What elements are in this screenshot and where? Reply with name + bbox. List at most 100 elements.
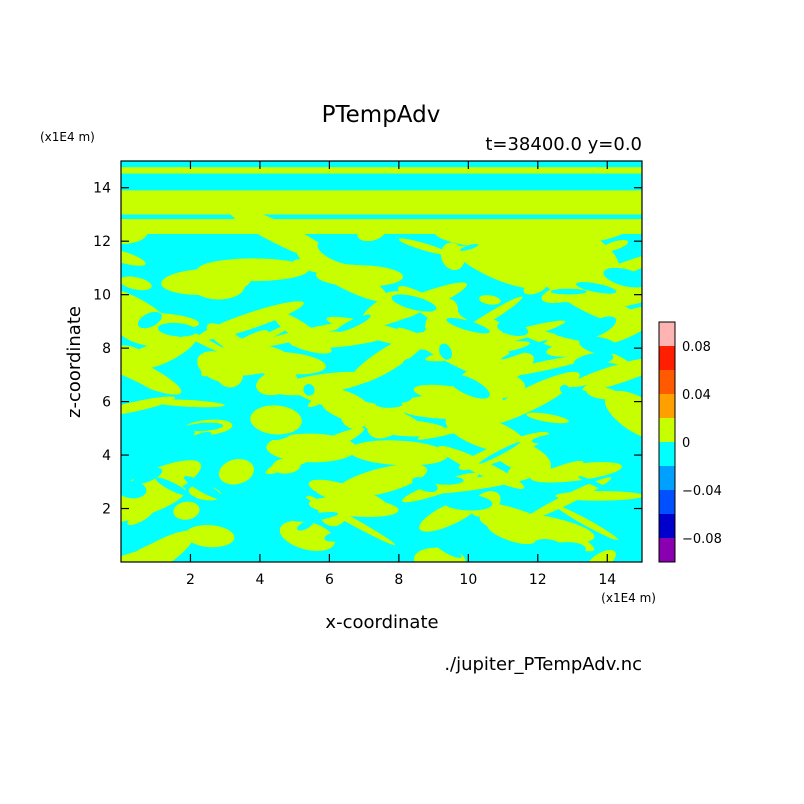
y-tick-label-5: 12 [93, 234, 111, 250]
field-region [534, 460, 584, 482]
colorbar-level-3 [659, 466, 675, 490]
field-region [581, 316, 617, 338]
field-region [121, 480, 147, 499]
field-region [446, 317, 490, 334]
colorbar-level-2 [659, 490, 675, 514]
colorbar-level-5 [659, 418, 675, 442]
field-region [121, 276, 152, 291]
field-region [322, 398, 421, 433]
colorbar-level-6 [659, 394, 675, 418]
field-region [573, 352, 614, 368]
colorbar-level-7 [659, 370, 675, 394]
field-region [272, 458, 301, 474]
field-region [140, 335, 197, 369]
field-region [425, 307, 462, 338]
y-tick-label-2: 6 [102, 395, 111, 411]
x-axis-label: x-coordinate [325, 612, 438, 633]
field-region [121, 485, 186, 524]
y-tick-label-3: 8 [102, 341, 111, 357]
field-region [377, 390, 413, 404]
field-region [454, 245, 538, 289]
field-region [550, 288, 587, 295]
field-region [286, 434, 325, 462]
field-region [307, 389, 338, 408]
y-axis-label: z-coordinate [64, 306, 85, 418]
field-region [189, 269, 245, 300]
field-region [569, 358, 642, 388]
source-file-label: ./jupiter_PTempAdv.nc [444, 654, 642, 675]
field-region [531, 432, 580, 444]
x-tick-label-4: 10 [459, 572, 477, 588]
field-region [297, 520, 314, 531]
field-band-2 [121, 167, 642, 174]
field-region [132, 529, 203, 556]
field-region [245, 351, 326, 375]
field-region [357, 223, 386, 242]
colorbar-label-3: −0.04 [682, 484, 722, 499]
field-region [292, 512, 339, 522]
field-region [554, 332, 595, 342]
y-tick-label-4: 10 [93, 288, 111, 304]
field-region [300, 492, 396, 546]
x-tick-label-3: 8 [394, 572, 403, 588]
field-region [479, 371, 580, 426]
field-region [121, 346, 182, 395]
field-region [133, 467, 163, 484]
colorbar-label-1: 0.04 [682, 388, 711, 403]
field-region [151, 399, 225, 408]
field-region [398, 238, 450, 255]
field-region [296, 248, 389, 302]
field-region [610, 390, 642, 418]
field-region [218, 459, 254, 485]
field-region [430, 276, 447, 287]
field-region [147, 415, 195, 436]
field-region [308, 479, 390, 512]
field-region [501, 340, 548, 360]
field-region [129, 533, 144, 539]
field-region [155, 477, 189, 496]
y-unit-label: (x1E4 m) [40, 130, 95, 144]
field-region [184, 431, 212, 445]
field-region [468, 494, 479, 501]
colorbar-label-4: −0.08 [682, 532, 722, 547]
field-region [121, 373, 161, 397]
colorbar-frame [658, 321, 676, 563]
field-region [157, 322, 197, 337]
colorbar-label-2: 0 [682, 436, 690, 451]
field-region [479, 442, 520, 464]
field-region [559, 384, 571, 395]
colorbar-label-0: 0.08 [682, 340, 711, 355]
field-region [436, 543, 462, 558]
field-region [314, 299, 350, 317]
field-region [578, 476, 611, 492]
field-region [575, 282, 617, 294]
field-region [272, 433, 291, 441]
field-region [286, 336, 332, 354]
field-region [459, 243, 479, 251]
field-region [559, 226, 619, 271]
field-region [313, 361, 396, 398]
field-region [349, 440, 449, 466]
field-region [413, 384, 491, 406]
field-region [239, 542, 284, 555]
x-tick-label-1: 4 [255, 572, 264, 588]
field-region [210, 389, 225, 396]
field-region [478, 295, 501, 305]
field-region [310, 551, 337, 562]
field-region [183, 476, 224, 500]
colorbar: 0.08 0.04 0 −0.04 −0.08 [658, 321, 722, 563]
field-region [173, 501, 200, 520]
y-tick-label-6: 14 [93, 181, 111, 197]
field-region [405, 495, 451, 515]
chart-subtitle: t=38400.0 y=0.0 [485, 134, 642, 155]
field-region [280, 490, 317, 501]
y-axis: 2 4 6 8 10 12 14 [93, 181, 642, 518]
x-tick-label-2: 6 [325, 572, 334, 588]
field-region [525, 477, 612, 521]
field-region [582, 358, 642, 391]
chart-title: PTempAdv [322, 102, 441, 128]
field-region [178, 520, 205, 529]
field-region [487, 521, 536, 545]
x-tick-label-6: 14 [598, 572, 616, 588]
